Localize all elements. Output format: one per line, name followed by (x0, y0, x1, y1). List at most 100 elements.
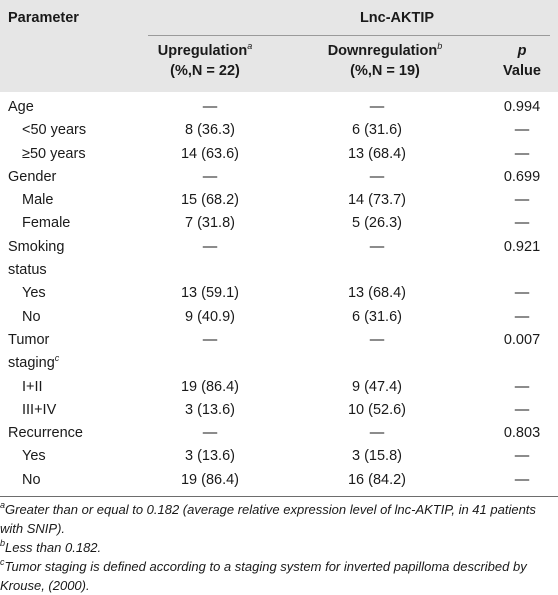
table-row: Female 7 (31.8) 5 (26.3) — (0, 212, 558, 235)
row-down: — (369, 331, 385, 348)
row-down: 3 (15.8) (352, 448, 402, 465)
table-row: Tumor — — 0.007 (0, 329, 558, 352)
row-up: 15 (68.2) (180, 192, 240, 209)
footnote-b: bLess than 0.182. (0, 538, 556, 557)
row-down: — (369, 168, 385, 185)
row-p: — (514, 401, 530, 418)
row-param-text: staging (8, 355, 55, 372)
footnote-c-text: Tumor staging is defined according to a … (0, 559, 527, 593)
row-up: 7 (31.8) (185, 215, 235, 232)
header-lnc-aktip: Lnc-AKTIP (359, 10, 435, 26)
footnote-a: aGreater than or equal to 0.182 (average… (0, 500, 556, 538)
row-down: 14 (73.7) (347, 192, 407, 209)
row-param: Male (22, 192, 54, 209)
footnote-c-mark: c (0, 557, 5, 567)
row-p: — (514, 122, 530, 139)
row-up: 13 (59.1) (180, 285, 240, 302)
footnote-a-text: Greater than or equal to 0.182 (average … (0, 502, 536, 536)
row-up: — (202, 99, 218, 115)
header-p-value: p Value (492, 41, 552, 81)
row-down: 9 (47.4) (352, 378, 402, 395)
table-row: Gender — — 0.699 (0, 166, 558, 189)
row-p: 0.007 (503, 331, 541, 348)
row-param: No (22, 308, 41, 325)
downregulation-label: Downregulation (327, 43, 438, 59)
table-row: Yes 3 (13.6) 3 (15.8) — (0, 445, 558, 468)
row-p: — (514, 192, 530, 209)
table-row: <50 years 8 (36.3) 6 (31.6) — (0, 119, 558, 142)
row-p: — (514, 448, 530, 465)
row-param: Gender (8, 168, 57, 185)
row-down: 13 (68.4) (347, 285, 407, 302)
row-param: Female (22, 215, 71, 232)
header-group-rule (148, 35, 550, 36)
p-value-label: Value (503, 63, 541, 79)
table-row: No 19 (86.4) 16 (84.2) — (0, 469, 558, 492)
downregulation-n: (%,N = 19) (350, 63, 420, 79)
row-down: 10 (52.6) (347, 401, 407, 418)
table-row: ≥50 years 14 (63.6) 13 (68.4) — (0, 143, 558, 166)
header-parameter: Parameter (8, 10, 79, 26)
table-row: Age — — 0.994 (0, 96, 558, 119)
row-param: Recurrence (8, 425, 83, 442)
footnote-b-text: Less than 0.182. (5, 540, 102, 555)
row-param: Yes (22, 285, 46, 302)
p-symbol: p (517, 43, 527, 59)
row-param: No (22, 471, 41, 488)
row-down: 6 (31.6) (352, 122, 402, 139)
table-row: Male 15 (68.2) 14 (73.7) — (0, 189, 558, 212)
row-p: — (514, 145, 530, 162)
row-p: 0.699 (503, 168, 541, 185)
row-p: 0.994 (503, 99, 541, 115)
row-up: 19 (86.4) (180, 378, 240, 395)
row-param: Yes (22, 448, 46, 465)
row-down: 16 (84.2) (347, 471, 407, 488)
upregulation-footnote-mark: a (247, 41, 253, 51)
row-param: Age (8, 99, 34, 115)
header-upregulation: Upregulationa (%,N = 22) (150, 41, 260, 81)
footnote-b-mark: b (0, 538, 6, 548)
row-up: — (202, 331, 218, 348)
staging-footnote-mark: c (54, 353, 60, 364)
row-p: — (514, 378, 530, 395)
table-row: Smoking — — 0.921 (0, 236, 558, 259)
row-up: 3 (13.6) (185, 448, 235, 465)
table-row: Yes 13 (59.1) 13 (68.4) — (0, 282, 558, 305)
row-p: 0.803 (503, 425, 541, 442)
row-param: stagingc (8, 352, 59, 375)
row-up: 9 (40.9) (185, 308, 235, 325)
row-down: 13 (68.4) (347, 145, 407, 162)
table-row: No 9 (40.9) 6 (31.6) — (0, 306, 558, 329)
upregulation-n: (%,N = 22) (170, 63, 240, 79)
table-row: status (0, 259, 558, 282)
row-param: <50 years (22, 122, 87, 139)
downregulation-footnote-mark: b (437, 41, 443, 51)
table-bottom-rule (0, 496, 558, 497)
row-param: I+II (22, 378, 43, 395)
table-row: I+II 19 (86.4) 9 (47.4) — (0, 376, 558, 399)
row-up: — (202, 168, 218, 185)
row-up: — (202, 425, 218, 442)
row-p: 0.921 (503, 238, 541, 255)
table-row: stagingc (0, 352, 558, 375)
row-up: 14 (63.6) (180, 145, 240, 162)
table-row: III+IV 3 (13.6) 10 (52.6) — (0, 399, 558, 422)
table-footnotes: aGreater than or equal to 0.182 (average… (0, 500, 556, 595)
row-param: ≥50 years (22, 145, 86, 162)
row-param: Smoking (8, 238, 65, 255)
row-p: — (514, 471, 530, 488)
row-down: 6 (31.6) (352, 308, 402, 325)
row-p: — (514, 285, 530, 302)
table-body: Age — — 0.994 <50 years 8 (36.3) 6 (31.6… (0, 96, 558, 492)
row-up: — (202, 238, 218, 255)
footnote-c: cTumor staging is defined according to a… (0, 557, 556, 595)
upregulation-label: Upregulation (157, 43, 248, 59)
row-p: — (514, 215, 530, 232)
row-p: — (514, 308, 530, 325)
footnote-a-mark: a (0, 500, 6, 510)
row-down: — (369, 99, 385, 115)
row-up: 8 (36.3) (185, 122, 235, 139)
table-row: Recurrence — — 0.803 (0, 422, 558, 445)
row-param: status (8, 262, 47, 279)
